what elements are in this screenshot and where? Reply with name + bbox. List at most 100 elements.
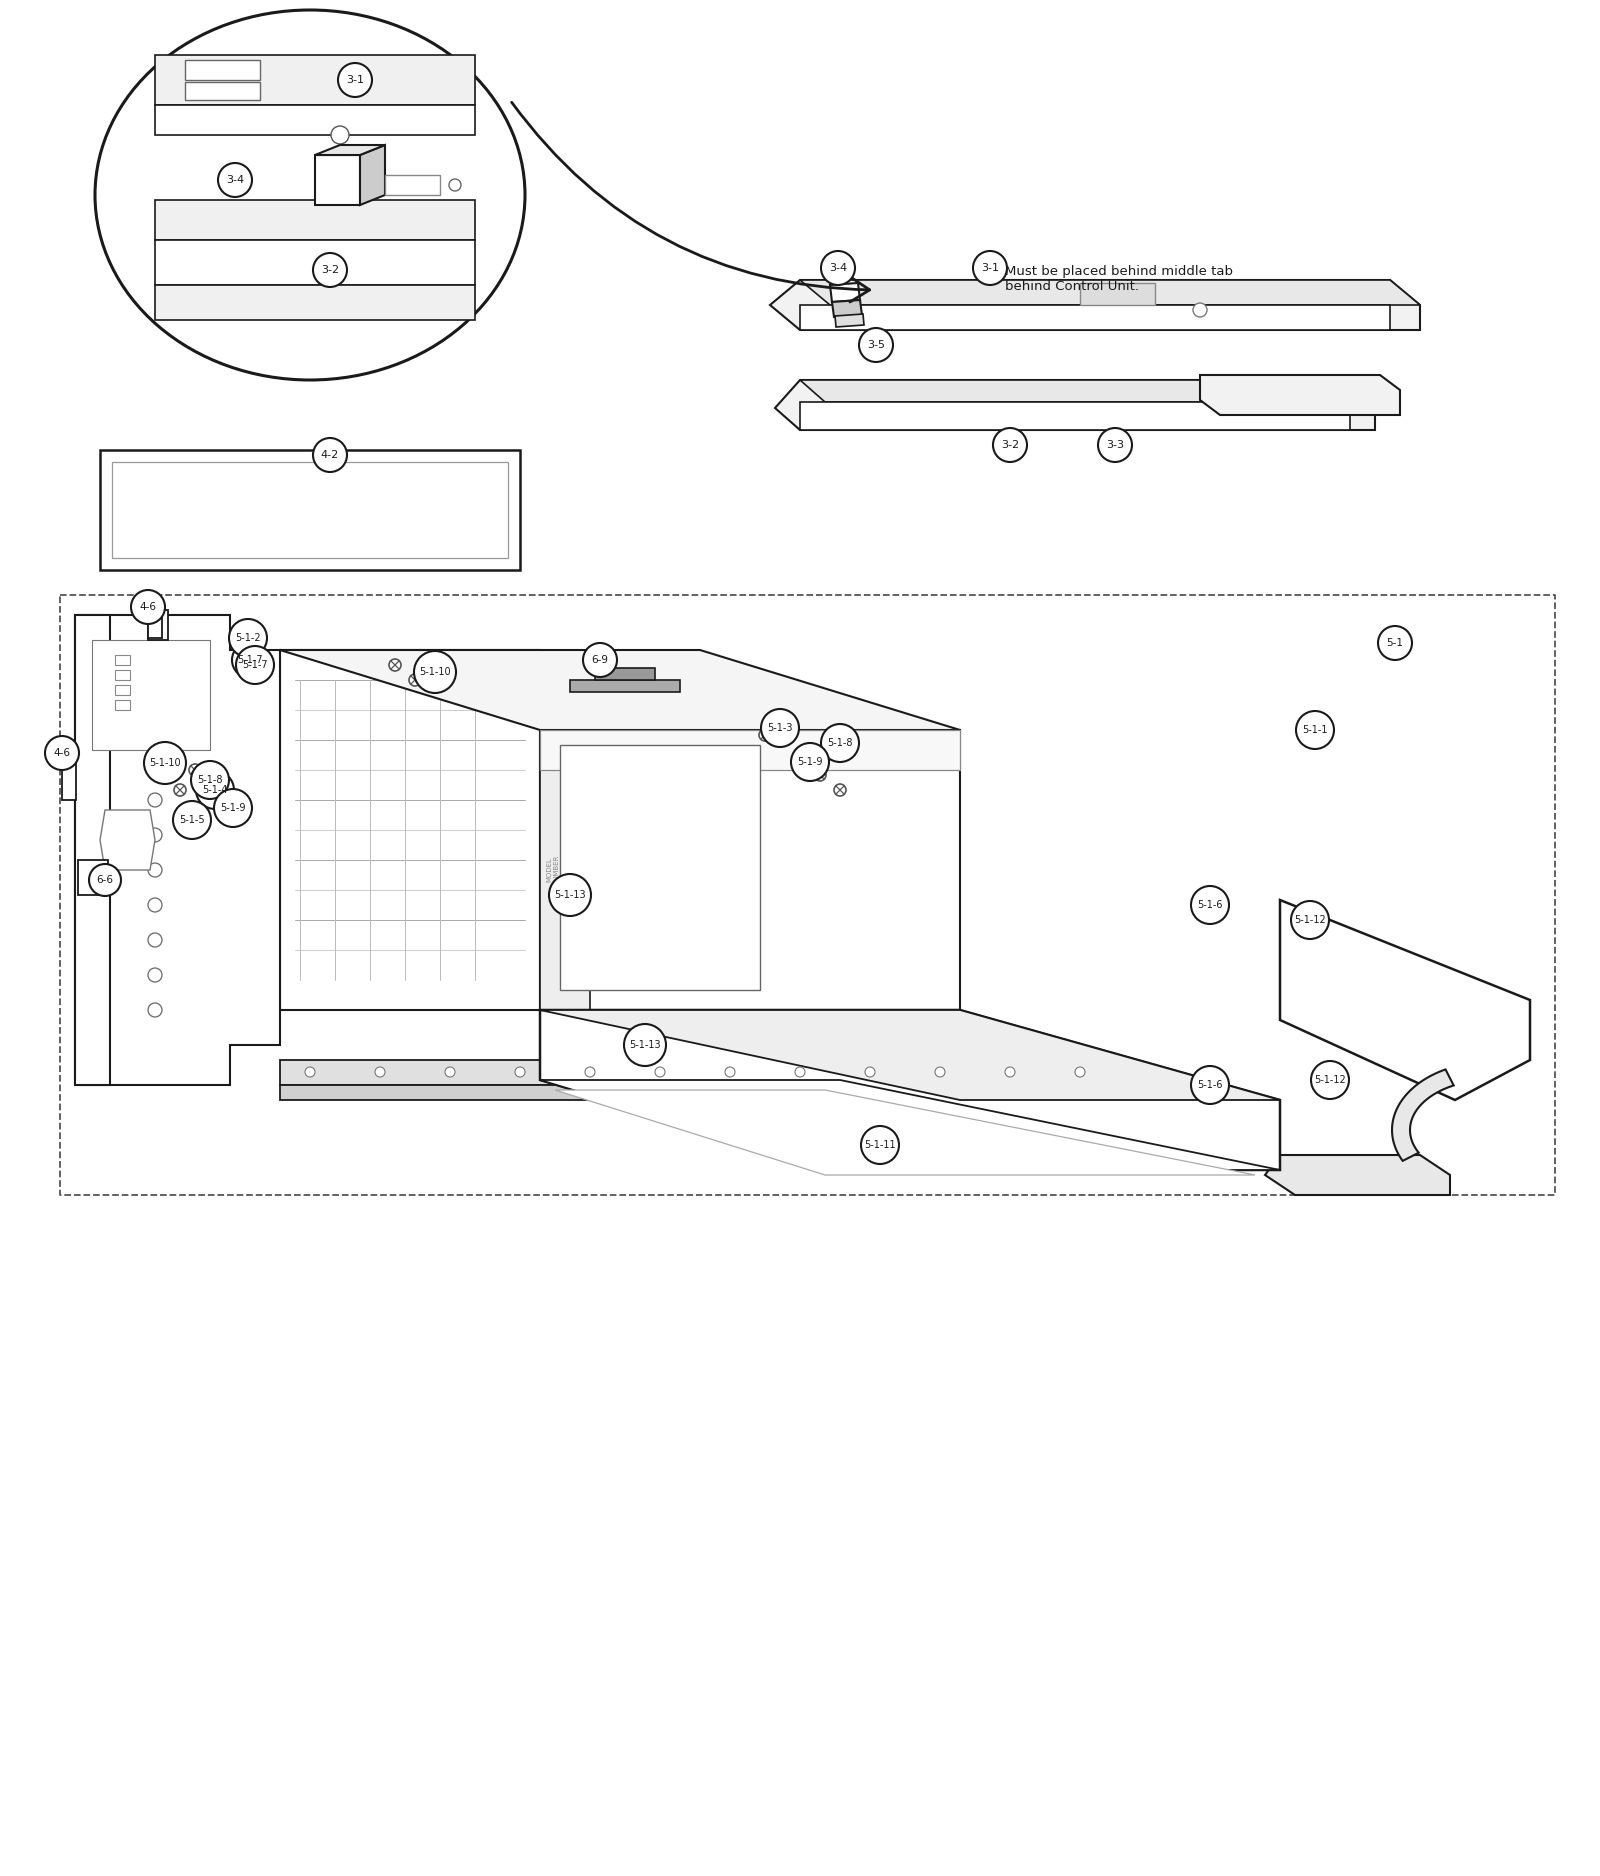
Polygon shape xyxy=(560,745,760,991)
Circle shape xyxy=(1190,1066,1229,1103)
Polygon shape xyxy=(75,615,280,1084)
Circle shape xyxy=(314,437,347,473)
Polygon shape xyxy=(1080,283,1155,306)
Polygon shape xyxy=(155,54,475,105)
Text: 5-1-6: 5-1-6 xyxy=(1197,1081,1222,1090)
Circle shape xyxy=(624,1024,666,1066)
Polygon shape xyxy=(701,1060,1101,1084)
Polygon shape xyxy=(147,612,162,638)
Circle shape xyxy=(147,899,162,912)
Text: 3-4: 3-4 xyxy=(829,263,846,274)
Text: 5-1-2: 5-1-2 xyxy=(235,632,261,643)
Text: 5-1-13: 5-1-13 xyxy=(554,889,586,900)
Polygon shape xyxy=(832,300,862,317)
Polygon shape xyxy=(115,685,130,694)
Polygon shape xyxy=(595,668,654,679)
Circle shape xyxy=(173,749,184,762)
Polygon shape xyxy=(99,450,520,570)
Circle shape xyxy=(237,645,274,685)
Polygon shape xyxy=(774,381,1374,430)
Text: 3-4: 3-4 xyxy=(226,174,245,186)
Polygon shape xyxy=(541,1081,1280,1171)
Circle shape xyxy=(147,863,162,876)
Circle shape xyxy=(131,589,165,625)
Text: 5-1-9: 5-1-9 xyxy=(221,803,246,812)
Text: Must be placed behind middle tab
behind Control Unit.: Must be placed behind middle tab behind … xyxy=(1005,265,1234,293)
Polygon shape xyxy=(155,285,475,321)
Circle shape xyxy=(859,328,893,362)
Circle shape xyxy=(190,762,229,799)
Text: 6-9: 6-9 xyxy=(592,655,608,664)
Polygon shape xyxy=(75,615,110,1084)
Circle shape xyxy=(450,178,461,191)
Polygon shape xyxy=(701,1084,1101,1099)
Text: 5-1-1: 5-1-1 xyxy=(1302,724,1328,735)
Text: 5-1-5: 5-1-5 xyxy=(179,814,205,825)
Circle shape xyxy=(1075,1067,1085,1077)
Text: 5-1-9: 5-1-9 xyxy=(797,758,822,767)
Polygon shape xyxy=(155,240,475,285)
Polygon shape xyxy=(1280,900,1530,1099)
Polygon shape xyxy=(315,144,386,156)
Circle shape xyxy=(195,771,234,809)
Circle shape xyxy=(795,1067,805,1077)
Text: 4-2: 4-2 xyxy=(322,450,339,460)
Polygon shape xyxy=(112,461,509,557)
Circle shape xyxy=(549,874,590,915)
Text: 3-2: 3-2 xyxy=(322,265,339,276)
Circle shape xyxy=(174,784,186,795)
Polygon shape xyxy=(386,174,440,195)
Text: 5-1: 5-1 xyxy=(1387,638,1403,647)
Circle shape xyxy=(173,801,211,839)
Text: 3-1: 3-1 xyxy=(346,75,365,84)
Circle shape xyxy=(147,827,162,842)
Circle shape xyxy=(354,159,376,180)
Text: 4-6: 4-6 xyxy=(139,602,157,612)
Text: 5-1-7: 5-1-7 xyxy=(237,655,262,664)
Polygon shape xyxy=(1090,1081,1230,1126)
Text: 5-1-6: 5-1-6 xyxy=(1197,900,1222,910)
Circle shape xyxy=(861,1126,899,1163)
Circle shape xyxy=(144,743,186,784)
FancyArrowPatch shape xyxy=(512,103,870,302)
Circle shape xyxy=(934,1067,946,1077)
Circle shape xyxy=(1098,428,1133,461)
Circle shape xyxy=(45,735,78,769)
Polygon shape xyxy=(835,313,864,326)
Circle shape xyxy=(790,743,829,780)
Text: 5-1-7: 5-1-7 xyxy=(242,660,267,670)
Circle shape xyxy=(586,1067,595,1077)
Polygon shape xyxy=(115,670,130,679)
Text: 3-1: 3-1 xyxy=(981,263,998,274)
Text: 4-6: 4-6 xyxy=(53,749,70,758)
Polygon shape xyxy=(155,105,475,135)
Polygon shape xyxy=(360,144,386,204)
Polygon shape xyxy=(115,655,130,664)
Polygon shape xyxy=(800,381,1374,401)
Text: 3-3: 3-3 xyxy=(1106,441,1123,450)
Text: 5-1-4: 5-1-4 xyxy=(202,784,227,795)
Text: 5-1-8: 5-1-8 xyxy=(827,737,853,749)
Polygon shape xyxy=(147,610,168,640)
Text: 3-2: 3-2 xyxy=(1002,441,1019,450)
Polygon shape xyxy=(541,1009,1280,1099)
Polygon shape xyxy=(115,700,130,709)
Circle shape xyxy=(331,126,349,144)
Circle shape xyxy=(1296,711,1334,749)
Circle shape xyxy=(306,1067,315,1077)
Polygon shape xyxy=(315,156,360,204)
Circle shape xyxy=(147,722,162,737)
Circle shape xyxy=(994,428,1027,461)
Polygon shape xyxy=(280,1084,701,1099)
Circle shape xyxy=(189,764,202,777)
Polygon shape xyxy=(62,760,77,799)
Polygon shape xyxy=(93,640,210,750)
Ellipse shape xyxy=(94,9,525,381)
Circle shape xyxy=(821,724,859,762)
Circle shape xyxy=(147,932,162,947)
Polygon shape xyxy=(800,306,1390,330)
Circle shape xyxy=(338,64,371,98)
Polygon shape xyxy=(155,201,475,240)
Text: 5-1-10: 5-1-10 xyxy=(149,758,181,767)
Polygon shape xyxy=(541,730,590,1009)
